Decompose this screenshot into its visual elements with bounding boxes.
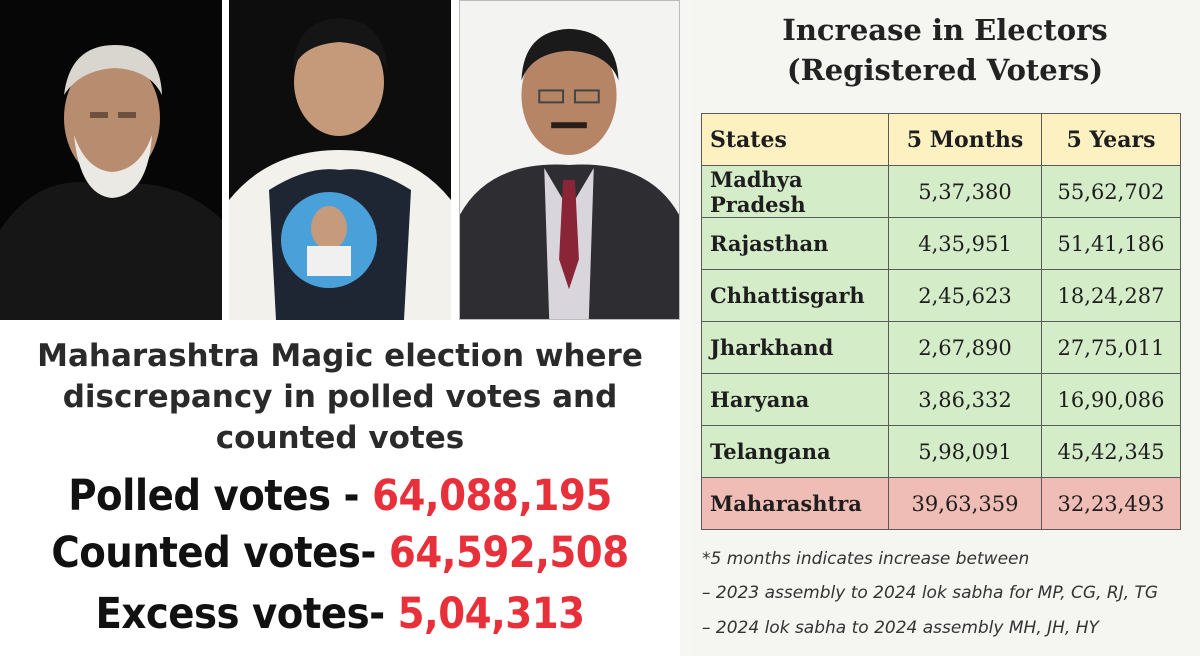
state-cell: Rajasthan — [701, 217, 889, 270]
polled-votes-label: Polled votes - — [68, 471, 373, 521]
table-row-highlight: Maharashtra 39,63,359 32,23,493 — [701, 477, 1181, 530]
headline-line-1: Maharashtra Magic election where — [37, 338, 643, 374]
electors-table: States 5 Months 5 Years Madhya Pradesh 5… — [701, 113, 1181, 530]
five-months-cell: 2,45,623 — [888, 269, 1042, 322]
excess-votes-value: 5,04,313 — [397, 589, 585, 639]
five-years-cell: 16,90,086 — [1041, 373, 1181, 426]
five-months-cell: 5,98,091 — [888, 425, 1042, 478]
table-row: Chhattisgarh 2,45,623 18,24,287 — [701, 269, 1181, 322]
table-row: Madhya Pradesh 5,37,380 55,62,702 — [701, 165, 1181, 218]
counted-votes: Counted votes- 64,592,508 — [0, 527, 680, 579]
five-years-cell: 51,41,186 — [1041, 217, 1181, 270]
headline: Maharashtra Magic election where discrep… — [0, 336, 680, 459]
polled-votes: Polled votes - 64,088,195 — [0, 470, 680, 522]
five-months-cell: 2,67,890 — [888, 321, 1042, 374]
footnote-line-1: *5 months indicates increase between — [702, 549, 1030, 569]
headline-line-3: counted votes — [215, 420, 465, 456]
photo-2 — [229, 0, 451, 320]
five-years-cell: 27,75,011 — [1041, 321, 1181, 374]
table-row: Jharkhand 2,67,890 27,75,011 — [701, 321, 1181, 374]
five-years-cell: 45,42,345 — [1041, 425, 1181, 478]
state-cell: Madhya Pradesh — [701, 165, 889, 218]
header-5-months: 5 Months — [888, 113, 1042, 166]
five-months-cell: 3,86,332 — [888, 373, 1042, 426]
photo-1 — [0, 0, 222, 320]
counted-votes-value: 64,592,508 — [388, 528, 629, 578]
state-cell: Telangana — [701, 425, 889, 478]
right-panel: Increase in Electors (Registered Voters)… — [690, 0, 1200, 656]
footnote-line-3: – 2024 lok sabha to 2024 assembly MH, JH… — [702, 618, 1099, 638]
excess-votes-label: Excess votes- — [95, 589, 398, 639]
excess-votes: Excess votes- 5,04,313 — [0, 588, 680, 640]
five-years-cell: 55,62,702 — [1041, 165, 1181, 218]
five-months-cell: 4,35,951 — [888, 217, 1042, 270]
table-row: Telangana 5,98,091 45,42,345 — [701, 425, 1181, 478]
state-cell: Maharashtra — [701, 477, 889, 530]
headline-line-2: discrepancy in polled votes and — [62, 379, 618, 415]
counted-votes-label: Counted votes- — [51, 528, 389, 578]
polled-votes-value: 64,088,195 — [372, 471, 612, 521]
table-title-line-1: Increase in Electors — [782, 13, 1108, 47]
table-title: Increase in Electors (Registered Voters) — [690, 10, 1200, 90]
left-panel: Maharashtra Magic election where discrep… — [0, 0, 680, 656]
header-states: States — [701, 113, 889, 166]
table-row: Rajasthan 4,35,951 51,41,186 — [701, 217, 1181, 270]
table-header-row: States 5 Months 5 Years — [701, 113, 1181, 166]
state-cell: Chhattisgarh — [701, 269, 889, 322]
photo-3 — [459, 0, 680, 320]
five-years-cell: 18,24,287 — [1041, 269, 1181, 322]
five-months-cell: 5,37,380 — [888, 165, 1042, 218]
table-title-line-2: (Registered Voters) — [786, 53, 1104, 87]
state-cell: Haryana — [701, 373, 889, 426]
five-years-cell: 32,23,493 — [1041, 477, 1181, 530]
header-5-years: 5 Years — [1041, 113, 1181, 166]
table-row: Haryana 3,86,332 16,90,086 — [701, 373, 1181, 426]
footnote-line-2: – 2023 assembly to 2024 lok sabha for MP… — [702, 583, 1159, 603]
state-cell: Jharkhand — [701, 321, 889, 374]
five-months-cell: 39,63,359 — [888, 477, 1042, 530]
